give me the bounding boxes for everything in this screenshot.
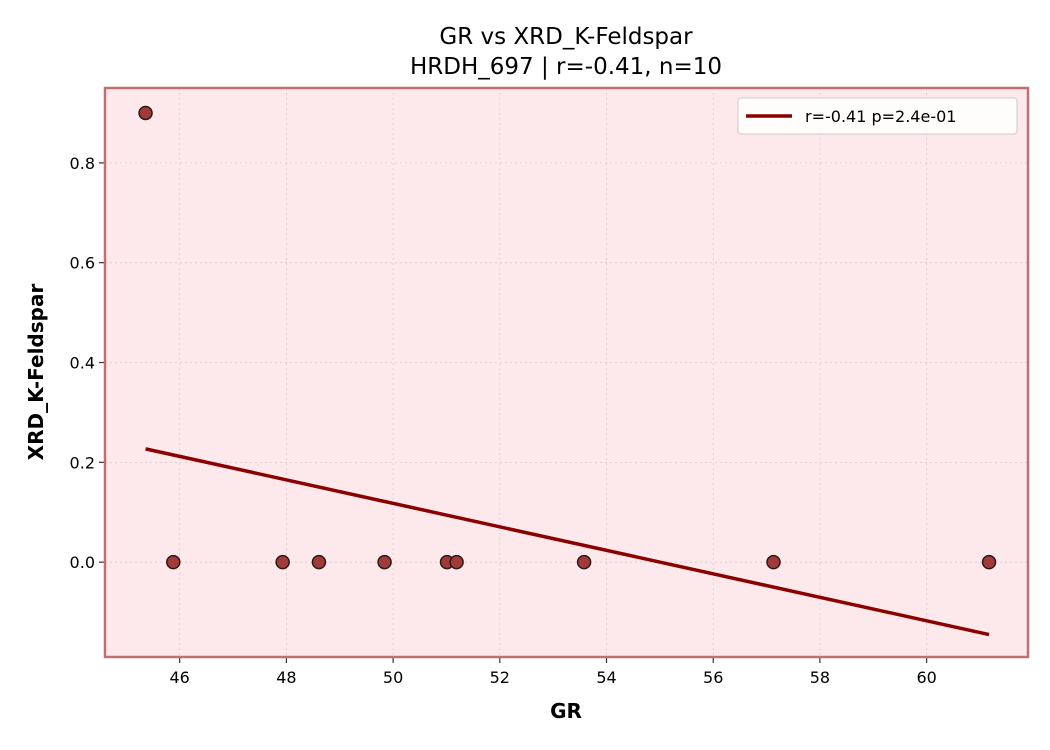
data-point <box>311 554 327 570</box>
x-tick-label: 52 <box>490 668 510 687</box>
x-tick-label: 60 <box>916 668 936 687</box>
y-ticks: 0.0 0.2 0.4 0.6 0.8 <box>70 154 105 572</box>
legend-label: r=-0.41 p=2.4e-01 <box>805 107 956 126</box>
grid-lines <box>105 88 1028 657</box>
plot-area <box>105 88 1028 657</box>
data-point <box>275 554 290 570</box>
data-points <box>138 105 997 570</box>
x-tick-label: 46 <box>170 668 190 687</box>
fit-line <box>145 447 990 637</box>
y-tick-label: 0.6 <box>70 254 95 273</box>
x-axis-label: GR <box>550 699 582 723</box>
chart-title: GR vs XRD_K-Feldspar <box>439 24 693 50</box>
data-point <box>576 554 592 570</box>
legend-box <box>737 97 1018 135</box>
data-point <box>377 554 392 570</box>
data-point <box>766 554 781 570</box>
chart-subtitle: HRDH_697 | r=-0.41, n=10 <box>410 54 722 80</box>
data-point <box>166 554 181 570</box>
y-axis-label: XRD_K-Feldspar <box>24 284 48 461</box>
x-tick-label: 54 <box>596 668 616 687</box>
plot-frame <box>103 86 1030 659</box>
data-point <box>138 105 153 121</box>
data-point <box>449 554 464 570</box>
y-tick-label: 0.4 <box>70 354 95 373</box>
x-ticks: 46 48 50 52 54 56 58 60 <box>170 657 937 687</box>
data-point <box>981 554 997 570</box>
y-tick-label: 0.2 <box>70 453 95 472</box>
x-tick-label: 48 <box>276 668 296 687</box>
x-tick-label: 56 <box>703 668 723 687</box>
y-tick-label: 0.8 <box>70 154 95 173</box>
legend: r=-0.41 p=2.4e-01 <box>737 97 1018 135</box>
x-tick-label: 50 <box>383 668 403 687</box>
fit-line-group <box>145 447 990 637</box>
y-tick-label: 0.0 <box>70 553 95 572</box>
x-tick-label: 58 <box>810 668 830 687</box>
